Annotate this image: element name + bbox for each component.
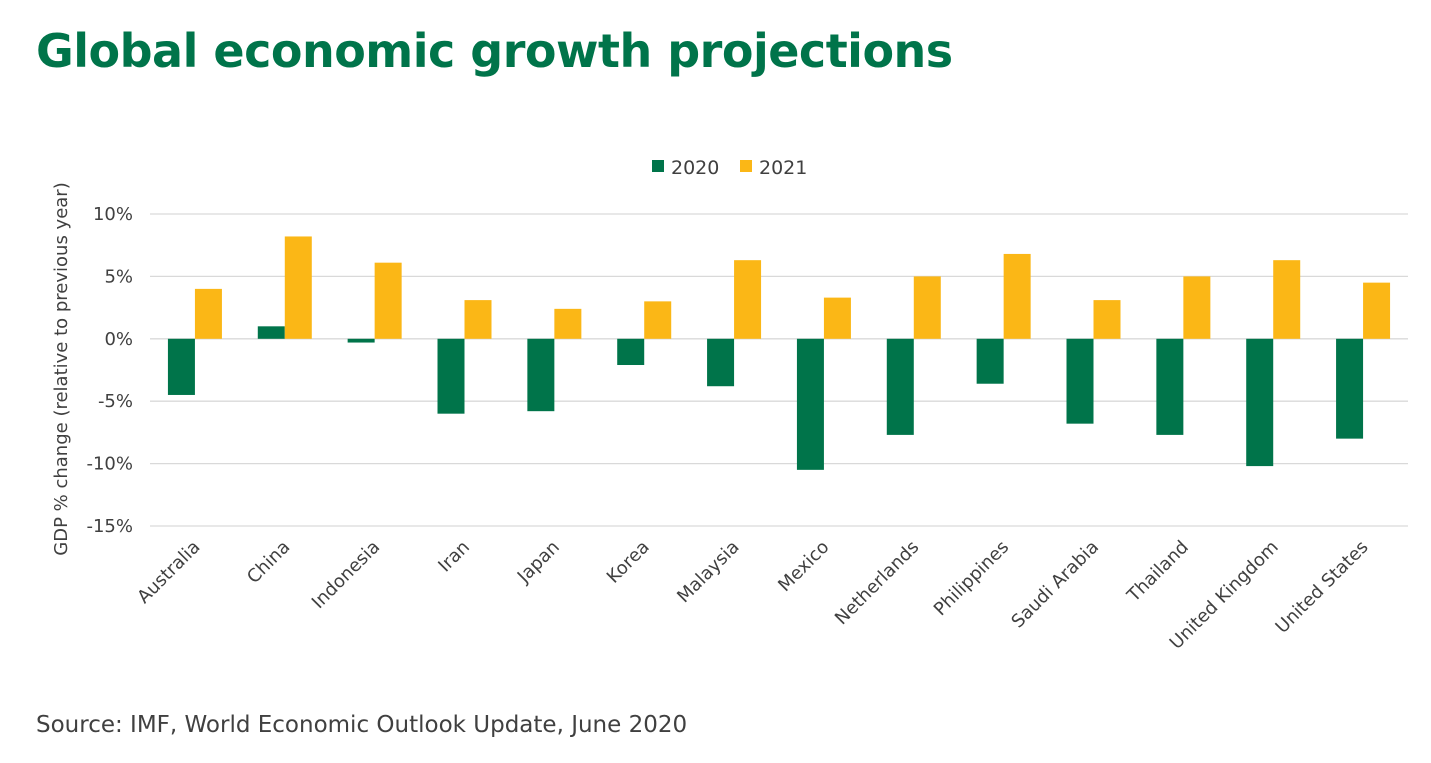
bar-2021-united-states: [1363, 282, 1391, 339]
x-tick-label: Australia: [133, 537, 204, 608]
x-tick-label: Malaysia: [673, 537, 743, 607]
bar-2021-indonesia: [374, 262, 402, 339]
legend: 2020 2021: [652, 157, 807, 179]
x-tick-label: Philippines: [930, 537, 1013, 620]
bar-2021-japan: [554, 308, 582, 339]
y-tick-labels: 10% 5% 0% -5% -10% -15%: [86, 204, 133, 537]
bar-2020-iran: [437, 338, 465, 414]
x-tick-label: Indonesia: [308, 537, 384, 613]
bar-2020-korea: [617, 338, 645, 366]
bar-2020-japan: [527, 338, 555, 412]
y-axis-title: GDP % change (relative to previous year): [51, 182, 72, 555]
x-tick-label: Iran: [434, 537, 474, 577]
x-tick-label: Korea: [603, 537, 654, 588]
y-tick-label: -10%: [86, 454, 133, 475]
bar-2020-thailand: [1156, 338, 1184, 435]
bar-2020-netherlands: [886, 338, 914, 435]
bar-2021-saudi-arabia: [1093, 300, 1121, 339]
bar-2021-malaysia: [734, 260, 762, 339]
source-note: Source: IMF, World Economic Outlook Upda…: [36, 712, 688, 738]
bar-chart: 10% 5% 0% -5% -10% -15% Australia China Indones…: [51, 157, 1408, 654]
bar-2020-united-states: [1336, 338, 1364, 439]
bar-2021-thailand: [1183, 276, 1211, 339]
bar-2020-saudi-arabia: [1066, 338, 1094, 424]
bar-2021-australia: [194, 288, 222, 339]
bar-2020-china: [257, 326, 285, 339]
legend-swatch-2020: [652, 160, 664, 172]
y-tick-label: -15%: [86, 516, 133, 537]
bar-2021-china: [284, 236, 312, 339]
bar-2020-united-kingdom: [1246, 338, 1274, 467]
y-tick-label: 0%: [104, 329, 133, 350]
x-tick-label: China: [243, 537, 294, 588]
bar-2020-mexico: [796, 338, 824, 470]
x-tick-label: Saudi Arabia: [1007, 537, 1103, 633]
bar-2021-philippines: [1003, 253, 1031, 339]
legend-label-2021: 2021: [759, 157, 807, 179]
x-tick-labels: Australia China Indonesia Iran Japan Korea Mal…: [133, 537, 1372, 654]
y-tick-label: 5%: [104, 266, 133, 287]
gridlines: [150, 213, 1408, 527]
bar-2021-iran: [464, 300, 492, 339]
bar-2021-netherlands: [913, 276, 941, 339]
legend-label-2020: 2020: [671, 157, 719, 179]
bar-2020-philippines: [976, 338, 1004, 384]
x-tick-label: Japan: [513, 537, 564, 588]
x-tick-label: Thailand: [1123, 537, 1193, 607]
x-tick-label: Mexico: [774, 537, 833, 596]
bar-2020-australia: [167, 338, 195, 395]
legend-swatch-2021: [740, 160, 752, 172]
bar-2021-united-kingdom: [1273, 260, 1301, 339]
page-title: Global economic growth projections: [36, 24, 953, 78]
bar-2021-korea: [644, 301, 672, 339]
bar-2020-malaysia: [707, 338, 735, 387]
y-tick-label: -5%: [98, 391, 133, 412]
x-tick-label: Netherlands: [831, 537, 923, 629]
bar-2021-mexico: [823, 297, 851, 339]
bars: [167, 236, 1391, 470]
y-tick-label: 10%: [93, 204, 133, 225]
bar-2020-indonesia: [347, 338, 375, 343]
x-tick-label: United States: [1272, 537, 1373, 638]
